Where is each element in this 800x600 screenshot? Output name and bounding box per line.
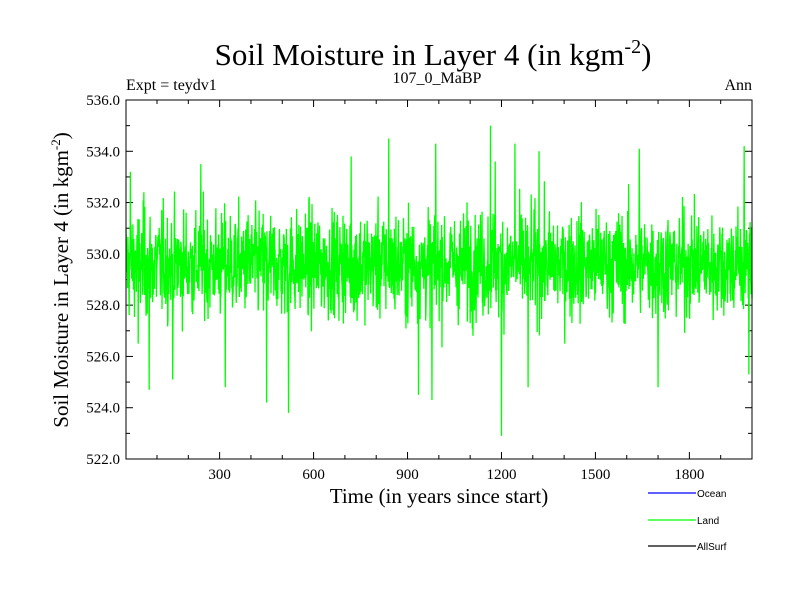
season-label: Ann bbox=[724, 77, 752, 94]
x-tick-label: 1500 bbox=[580, 467, 610, 483]
y-tick-label: 526.0 bbox=[86, 349, 120, 365]
experiment-label: Expt = teydv1 bbox=[126, 77, 217, 94]
series-group bbox=[125, 125, 753, 436]
legend-label-ocean: Ocean bbox=[697, 489, 726, 500]
x-axis-label: Time (in years since start) bbox=[330, 484, 549, 508]
x-tick-label: 1200 bbox=[486, 467, 516, 483]
legend-label-allsurf: AllSurf bbox=[697, 542, 727, 553]
x-tick-label: 300 bbox=[208, 467, 231, 483]
y-tick-label: 522.0 bbox=[86, 452, 120, 468]
period-label: 107_0_MaBP bbox=[393, 70, 482, 87]
y-tick-label: 524.0 bbox=[86, 401, 120, 417]
legend: Ocean Land AllSurf bbox=[648, 489, 727, 553]
series-line-land bbox=[125, 125, 753, 436]
legend-label-land: Land bbox=[697, 516, 719, 527]
y-tick-label: 536.0 bbox=[86, 93, 120, 109]
y-tick-label: 532.0 bbox=[86, 196, 120, 212]
x-tick-label: 900 bbox=[396, 467, 419, 483]
x-axis-ticks: 300 600 900 1200 1500 1800 bbox=[156, 100, 722, 483]
x-tick-label: 1800 bbox=[674, 467, 704, 483]
y-tick-label: 528.0 bbox=[86, 298, 120, 314]
x-tick-label: 600 bbox=[302, 467, 325, 483]
y-tick-label: 534.0 bbox=[86, 144, 120, 160]
y-tick-label: 530.0 bbox=[86, 247, 120, 263]
plot-frame bbox=[125, 99, 753, 460]
chart-title: Soil Moisture in Layer 4 (in kgm-2) bbox=[215, 36, 652, 72]
y-axis-label: Soil Moisture in Layer 4 (in kgm-2) bbox=[48, 132, 73, 427]
